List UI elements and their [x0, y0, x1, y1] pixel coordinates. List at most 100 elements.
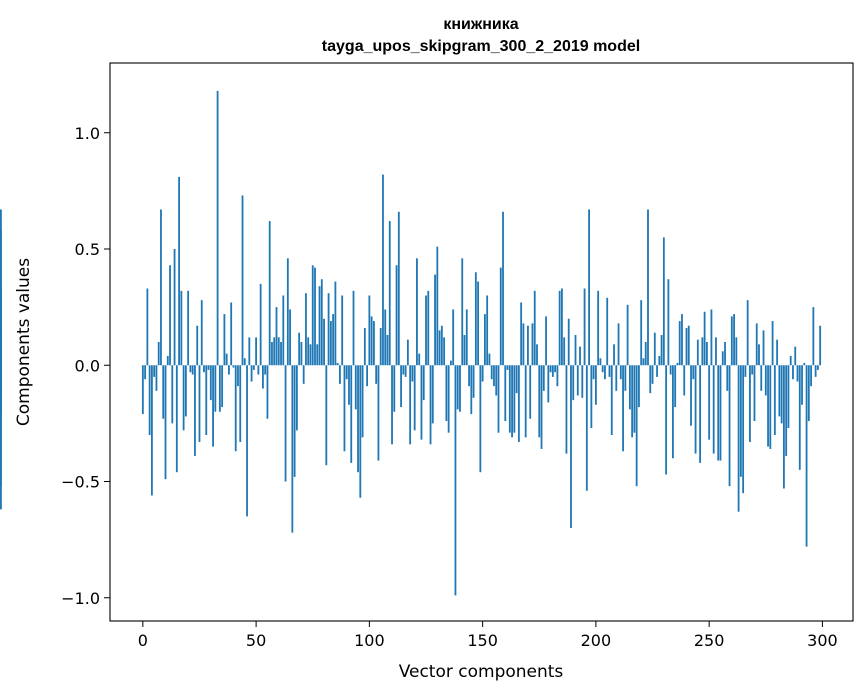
bar: [495, 365, 498, 396]
bar: [628, 365, 631, 410]
bar: [350, 365, 353, 463]
bar: [715, 337, 717, 366]
bar: [445, 365, 448, 422]
bar: [409, 365, 412, 445]
bar: [173, 249, 176, 366]
bar: [565, 365, 568, 454]
bar: [311, 265, 314, 366]
bar: [404, 365, 407, 377]
bar: [175, 365, 178, 473]
bar: [339, 365, 341, 384]
bar: [468, 365, 470, 387]
x-ticks: 0 50 100 150 200 250 300: [138, 621, 838, 650]
bar: [271, 342, 273, 366]
bar: [207, 365, 210, 370]
bar: [363, 328, 366, 366]
bar: [232, 365, 235, 368]
bar: [357, 365, 359, 473]
bar: [547, 365, 550, 403]
bar: [300, 342, 303, 366]
bar: [425, 295, 427, 366]
bar: [209, 365, 212, 401]
bar: [592, 365, 595, 380]
bar: [524, 365, 527, 438]
bar: [198, 365, 201, 442]
bar: [146, 288, 149, 366]
bar: [529, 365, 532, 419]
bar: [626, 304, 629, 366]
bar: [538, 365, 541, 438]
chart-subtitle: tayga_upos_skipgram_300_2_2019 model: [322, 38, 640, 55]
bar: [230, 302, 233, 366]
bar: [694, 365, 697, 454]
bar: [610, 365, 613, 435]
bar: [368, 295, 371, 366]
bar: [690, 365, 692, 426]
x-tick-label: 250: [694, 631, 725, 650]
bar: [216, 90, 219, 366]
bar: [284, 365, 287, 482]
bar: [164, 365, 167, 480]
bar: [359, 365, 362, 498]
bar: [730, 316, 733, 366]
bar: [316, 344, 319, 366]
bar: [343, 365, 346, 452]
bar: [785, 365, 788, 456]
bar: [644, 342, 647, 366]
bar: [375, 365, 378, 384]
bar: [604, 365, 606, 380]
bar: [361, 365, 364, 438]
bar: [719, 365, 722, 461]
bar: [239, 365, 242, 442]
bar: [728, 365, 731, 487]
bar: [751, 365, 754, 375]
bar: [601, 365, 604, 373]
bar: [0, 365, 2, 403]
bar: [196, 325, 199, 366]
bar: [252, 365, 255, 370]
bar: [796, 365, 799, 382]
bar: [386, 335, 389, 366]
bar: [336, 362, 339, 366]
bar: [280, 342, 282, 366]
bar: [329, 321, 332, 366]
bar: [266, 365, 269, 419]
x-tick-label: 100: [354, 631, 385, 650]
bar: [803, 362, 806, 366]
bar: [286, 258, 289, 366]
bar: [379, 328, 382, 366]
bar: [318, 286, 321, 366]
bar: [608, 365, 611, 377]
bar: [325, 365, 328, 466]
bar: [780, 365, 783, 424]
bar: [590, 365, 593, 429]
bar: [422, 365, 425, 401]
y-tick-label: 0.0: [75, 356, 100, 375]
bar: [406, 339, 409, 366]
bar: [289, 309, 291, 366]
bar: [248, 337, 251, 366]
bar: [563, 337, 566, 366]
bar: [397, 211, 400, 366]
bar: [431, 365, 434, 424]
bar: [624, 365, 627, 391]
bar: [783, 365, 785, 489]
bar: [241, 195, 244, 366]
bar: [561, 288, 563, 366]
bar: [490, 365, 493, 380]
bar: [427, 290, 430, 366]
bar: [649, 365, 652, 394]
bar: [805, 365, 808, 547]
bar: [642, 358, 645, 366]
bar: [705, 342, 708, 366]
bar: [395, 265, 398, 366]
bar: [685, 328, 688, 366]
bar: [314, 267, 316, 366]
bar: [255, 337, 258, 366]
y-tick-label: 1.0: [75, 124, 100, 143]
bar: [635, 365, 638, 487]
bar: [200, 300, 203, 366]
bar: [438, 330, 441, 366]
bar: [798, 365, 801, 470]
